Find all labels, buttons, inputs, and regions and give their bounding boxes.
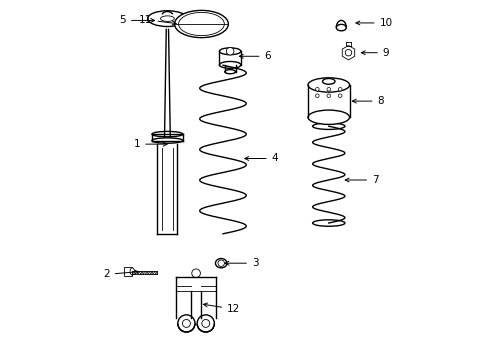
- Circle shape: [315, 94, 319, 98]
- Ellipse shape: [215, 258, 226, 268]
- Circle shape: [345, 49, 351, 56]
- Text: 2: 2: [103, 269, 138, 279]
- Ellipse shape: [152, 138, 183, 143]
- Text: 4: 4: [244, 153, 278, 163]
- Ellipse shape: [130, 268, 134, 275]
- Circle shape: [202, 319, 209, 327]
- Ellipse shape: [307, 110, 349, 125]
- Text: 5: 5: [119, 15, 154, 26]
- Circle shape: [197, 315, 214, 332]
- Ellipse shape: [307, 78, 349, 92]
- Text: 11: 11: [139, 15, 176, 25]
- Ellipse shape: [160, 16, 174, 21]
- FancyBboxPatch shape: [124, 267, 131, 276]
- Circle shape: [338, 94, 341, 98]
- Circle shape: [338, 87, 341, 91]
- Ellipse shape: [178, 13, 224, 36]
- Circle shape: [326, 87, 330, 91]
- Text: 1: 1: [133, 139, 167, 149]
- Text: 8: 8: [352, 96, 383, 106]
- Circle shape: [315, 87, 319, 91]
- Ellipse shape: [336, 24, 346, 31]
- Ellipse shape: [174, 10, 228, 38]
- Ellipse shape: [152, 131, 183, 137]
- Ellipse shape: [224, 69, 235, 74]
- Text: 9: 9: [361, 48, 388, 58]
- Circle shape: [191, 269, 200, 278]
- Circle shape: [218, 260, 224, 266]
- Ellipse shape: [219, 62, 241, 68]
- Ellipse shape: [219, 48, 241, 55]
- Ellipse shape: [312, 123, 344, 130]
- Ellipse shape: [147, 11, 187, 27]
- Text: 10: 10: [355, 18, 392, 28]
- Ellipse shape: [312, 220, 344, 226]
- Text: 3: 3: [224, 258, 258, 268]
- Text: 12: 12: [203, 303, 240, 314]
- Ellipse shape: [322, 78, 334, 84]
- Circle shape: [326, 94, 330, 98]
- Circle shape: [226, 48, 233, 55]
- Text: 6: 6: [239, 51, 270, 61]
- Circle shape: [178, 315, 195, 332]
- Text: 7: 7: [345, 175, 378, 185]
- Circle shape: [182, 319, 190, 327]
